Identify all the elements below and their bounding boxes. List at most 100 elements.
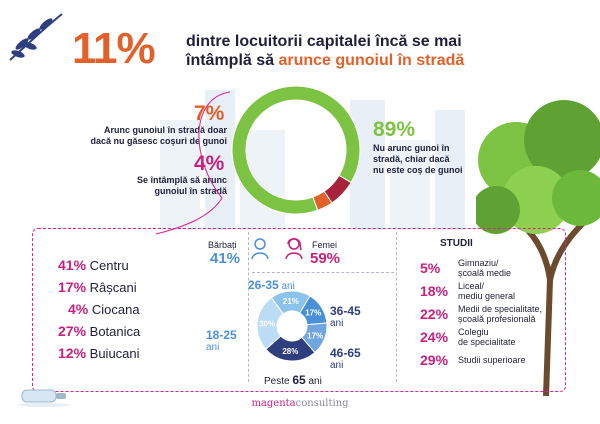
age-label-46-65: 46-65 ani (330, 346, 361, 371)
district-row: 12% Buiucani (58, 342, 140, 364)
age-label-65-plus: Peste 65 ani (264, 373, 322, 387)
label-4-line: gunoiul în stradă (154, 186, 227, 196)
district-name: Centru (89, 258, 129, 273)
study-line: Liceal/ (458, 280, 485, 291)
donut-slice-label: 21% (283, 297, 299, 306)
hero-line-2a: întâmplă să (186, 52, 279, 69)
study-text: Gimnaziu/școală medie (458, 258, 511, 278)
district-name: Ciocana (91, 302, 140, 317)
study-text: Medii de specialitate, școală profesional… (458, 304, 542, 324)
age-label-36-45: 36-45 ani (330, 304, 361, 329)
district-percent: 27% (58, 323, 87, 339)
study-line: Studii superioare (458, 354, 526, 365)
men-label: Bărbați (208, 240, 237, 250)
study-percent: 18% (420, 282, 449, 299)
main-donut-chart (231, 85, 361, 215)
district-percent: 4% (68, 301, 89, 317)
city-skyline-illustration (160, 90, 465, 230)
district-row: 4% Ciocana (58, 298, 140, 320)
leaf-branch-icon (9, 13, 63, 61)
age-suffix: ani (305, 376, 322, 387)
study-row: 29% Studii superioare (420, 348, 542, 371)
age-range: 65 (292, 373, 306, 387)
age-unit: ani (281, 281, 295, 292)
hero-headline: dintre locuitorii capitalei încă se mai … (186, 32, 546, 70)
label-7-line: dacă nu găsesc coșuri de gunoi (90, 136, 227, 146)
brand-footer: magentaconsulting (0, 398, 600, 409)
study-line: școală medie (458, 267, 512, 278)
study-line: mediu general (458, 290, 516, 301)
study-line: Colegiu (458, 326, 489, 337)
age-donut-chart: 21% 17% 17% 28% 30% (256, 290, 328, 362)
label-4-line: Se întâmplă să arunc (136, 175, 227, 185)
tree-illustration (476, 100, 600, 396)
study-percent: 5% (420, 259, 441, 276)
district-row: 27% Botanica (58, 320, 140, 342)
panel-divider-right (396, 232, 397, 382)
study-row: 24% Colegiu de specialitate (420, 325, 542, 348)
donut-slice-label: 28% (282, 347, 298, 356)
study-line: Medii de specialitate, (458, 303, 543, 314)
study-line: Gimnaziu/ (458, 257, 499, 268)
connector-curve (155, 91, 231, 235)
panel-divider-left (248, 232, 249, 382)
district-percent: 17% (58, 279, 87, 295)
label-89-line: nu este coș de gunoi (373, 165, 463, 175)
study-row: 5% Gimnaziu/școală medie (420, 256, 542, 279)
hero-line-2: întâmplă să arunce gunoiul în stradă (186, 51, 546, 70)
men-percent: 41% (210, 250, 241, 267)
age-range: 36-45 (330, 304, 361, 318)
age-unit: ani (330, 360, 344, 371)
donut-slice-label: 17% (307, 331, 323, 340)
district-name: Botanica (89, 324, 141, 339)
donut-slice (231, 85, 361, 215)
age-label-18-25: 18-25 ani (206, 328, 237, 353)
age-label-26-35: 26-35 ani (248, 278, 295, 292)
bottle-trash-icon (18, 389, 70, 407)
district-list: 41% Centru 17% Râșcani 4% Ciocana 27% Bo… (58, 254, 140, 364)
label-7-line: Arunc gunoiul în stradă doar (103, 125, 227, 135)
study-row: 22% Medii de specialitate, școală profesio… (420, 302, 542, 325)
district-row: 17% Râșcani (58, 276, 140, 298)
label-89-percent: 89% (373, 118, 416, 141)
district-percent: 41% (58, 257, 87, 273)
age-unit: ani (330, 318, 344, 329)
women-percent: 59% (310, 250, 341, 267)
gender-age-separator (252, 272, 394, 273)
study-text: Colegiu de specialitate (458, 327, 516, 347)
study-row: 18% Liceal/mediu general (420, 279, 542, 302)
studies-title: STUDII (440, 238, 473, 249)
age-range: 18-25 (206, 328, 237, 342)
district-name: Buiucani (89, 346, 140, 361)
age-prefix: Peste (264, 376, 293, 387)
label-7-text: Arunc gunoiul în stradă doar dacă nu găs… (82, 125, 227, 147)
study-percent: 22% (420, 305, 449, 322)
study-line: de specialitate (458, 336, 516, 347)
donut-slice-label: 30% (259, 319, 275, 328)
district-name: Râșcani (89, 280, 137, 295)
donut-slice (256, 296, 284, 350)
hero-percent: 11% (72, 24, 156, 73)
label-89-line: stradă, chiar dacă (373, 154, 450, 164)
donut-slice (312, 190, 333, 211)
label-7-percent: 7% (194, 102, 225, 125)
district-percent: 12% (58, 345, 87, 361)
hero-line-1: dintre locuitorii capitalei încă se mai (186, 33, 462, 50)
brand-name: magenta (251, 398, 296, 409)
age-range: 26-35 (248, 278, 279, 292)
label-89-text: Nu arunc gunoi în stradă, chiar dacă nu … (373, 143, 488, 176)
brand-suffix: consulting (295, 398, 349, 409)
district-row: 41% Centru (58, 254, 140, 276)
age-range: 46-65 (330, 346, 361, 360)
studies-list: 5% Gimnaziu/școală medie 18% Liceal/mediu … (420, 256, 542, 371)
study-percent: 29% (420, 351, 449, 368)
study-text: Liceal/mediu general (458, 281, 515, 301)
study-line: școală profesională (458, 313, 536, 324)
demographics-panel (32, 228, 566, 392)
hero-line-2b: arunce gunoiul în stradă (278, 52, 465, 69)
donut-slice-label: 17% (305, 309, 321, 318)
study-percent: 24% (420, 328, 449, 345)
label-89-line: Nu arunc gunoi în (373, 143, 450, 153)
label-4-text: Se întâmplă să arunc gunoiul în stradă (112, 175, 227, 197)
study-text: Studii superioare (458, 355, 526, 365)
